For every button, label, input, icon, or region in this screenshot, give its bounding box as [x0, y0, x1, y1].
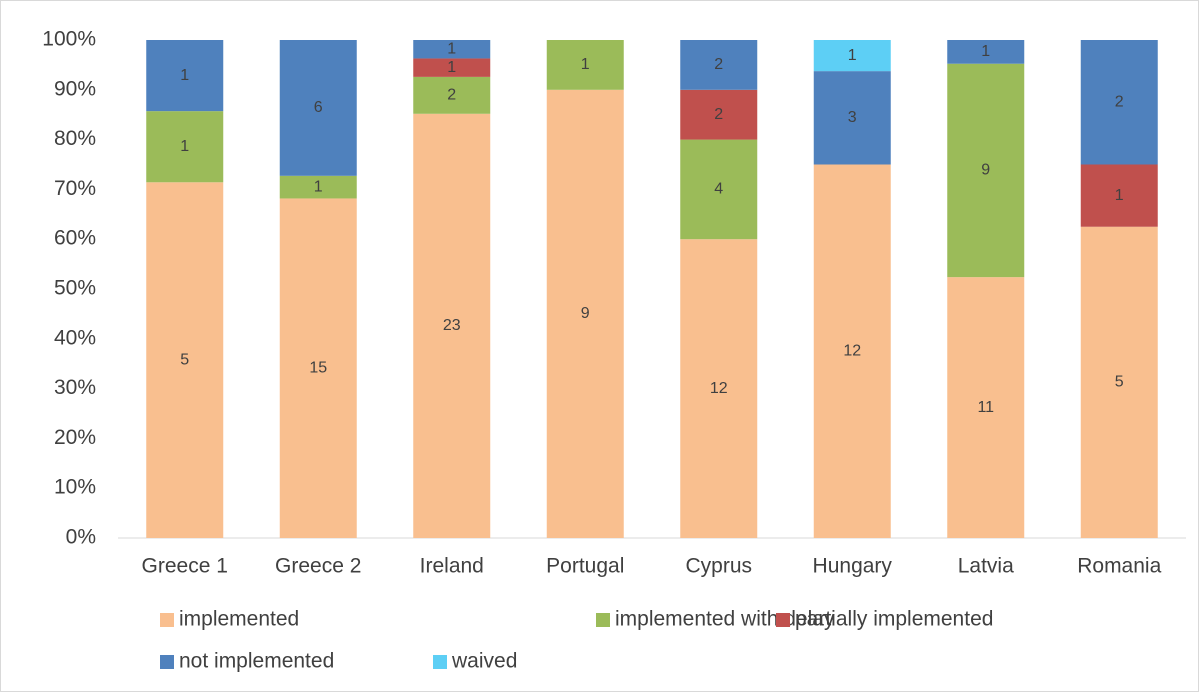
legend-label: not implemented — [179, 650, 334, 673]
data-label: 11 — [977, 399, 994, 416]
bar-segment — [680, 89, 758, 140]
bar-segment — [813, 71, 891, 165]
x-tick-label: Hungary — [813, 555, 893, 578]
y-tick-label: 10% — [54, 476, 96, 499]
data-label: 1 — [180, 138, 189, 155]
bar-segment — [146, 111, 224, 183]
y-tick-label: 70% — [54, 177, 96, 200]
bar-segment — [546, 40, 624, 90]
y-tick-label: 60% — [54, 227, 96, 250]
legend-swatch — [596, 613, 610, 627]
data-label: 1 — [180, 67, 189, 84]
bar-segment — [279, 40, 357, 176]
y-tick-label: 20% — [54, 426, 96, 449]
data-label: 5 — [1115, 374, 1124, 391]
bar-segment — [1080, 40, 1158, 165]
bar-segment — [680, 139, 758, 240]
data-label: 1 — [981, 43, 990, 60]
legend-label: partially implemented — [795, 608, 993, 631]
x-tick-label: Latvia — [958, 555, 1014, 578]
y-tick-label: 80% — [54, 127, 96, 150]
x-tick-label: Greece 1 — [142, 555, 228, 578]
data-label: 9 — [981, 162, 990, 179]
data-label: 6 — [314, 99, 323, 116]
bar-segment — [146, 40, 224, 112]
bar-segment — [546, 89, 624, 539]
bar-segment — [1080, 226, 1158, 538]
legend-label: waived — [451, 650, 517, 673]
bar-segment — [947, 40, 1025, 64]
legend-label: implemented — [179, 608, 299, 631]
bar-segment — [279, 175, 357, 199]
data-label: 12 — [843, 342, 861, 359]
legend-swatch — [160, 613, 174, 627]
legend-swatch — [776, 613, 790, 627]
bar-segment — [146, 182, 224, 539]
legend-swatch — [160, 655, 174, 669]
data-label: 4 — [714, 181, 723, 198]
bar-segment — [813, 164, 891, 538]
data-label: 1 — [447, 59, 456, 76]
data-label: 1 — [314, 178, 323, 195]
y-tick-label: 90% — [54, 77, 96, 100]
data-label: 3 — [848, 109, 857, 126]
bar-segment — [413, 76, 491, 114]
bar-segment — [413, 58, 491, 77]
y-tick-label: 40% — [54, 326, 96, 349]
x-tick-label: Romania — [1077, 555, 1161, 578]
bar-segment — [947, 63, 1025, 278]
data-label: 1 — [848, 47, 857, 64]
data-label: 1 — [581, 56, 590, 73]
bar-segment — [680, 239, 758, 538]
data-label: 12 — [710, 380, 728, 397]
data-label: 15 — [309, 359, 327, 376]
y-tick-label: 30% — [54, 376, 96, 399]
legend-swatch — [433, 655, 447, 669]
x-tick-label: Greece 2 — [275, 555, 361, 578]
y-tick-label: 0% — [66, 526, 96, 549]
data-label: 1 — [447, 40, 456, 57]
data-label: 5 — [180, 351, 189, 368]
bar-segment — [813, 40, 891, 72]
y-tick-label: 50% — [54, 277, 96, 300]
x-tick-label: Cyprus — [685, 555, 752, 578]
x-tick-label: Portugal — [546, 555, 624, 578]
data-label: 2 — [447, 87, 456, 104]
bar-segment — [279, 198, 357, 539]
bar-segment — [947, 277, 1025, 538]
y-tick-label: 100% — [42, 28, 96, 51]
data-label: 2 — [1115, 93, 1124, 110]
bar-segment — [413, 113, 491, 539]
data-label: 2 — [714, 106, 723, 123]
data-label: 23 — [443, 317, 461, 334]
bar-segment — [680, 40, 758, 90]
bar-segment — [1080, 164, 1158, 227]
x-tick-label: Ireland — [420, 555, 484, 578]
data-label: 1 — [1115, 187, 1124, 204]
data-label: 9 — [581, 305, 590, 322]
data-label: 2 — [714, 56, 723, 73]
bar-segment — [413, 40, 491, 59]
